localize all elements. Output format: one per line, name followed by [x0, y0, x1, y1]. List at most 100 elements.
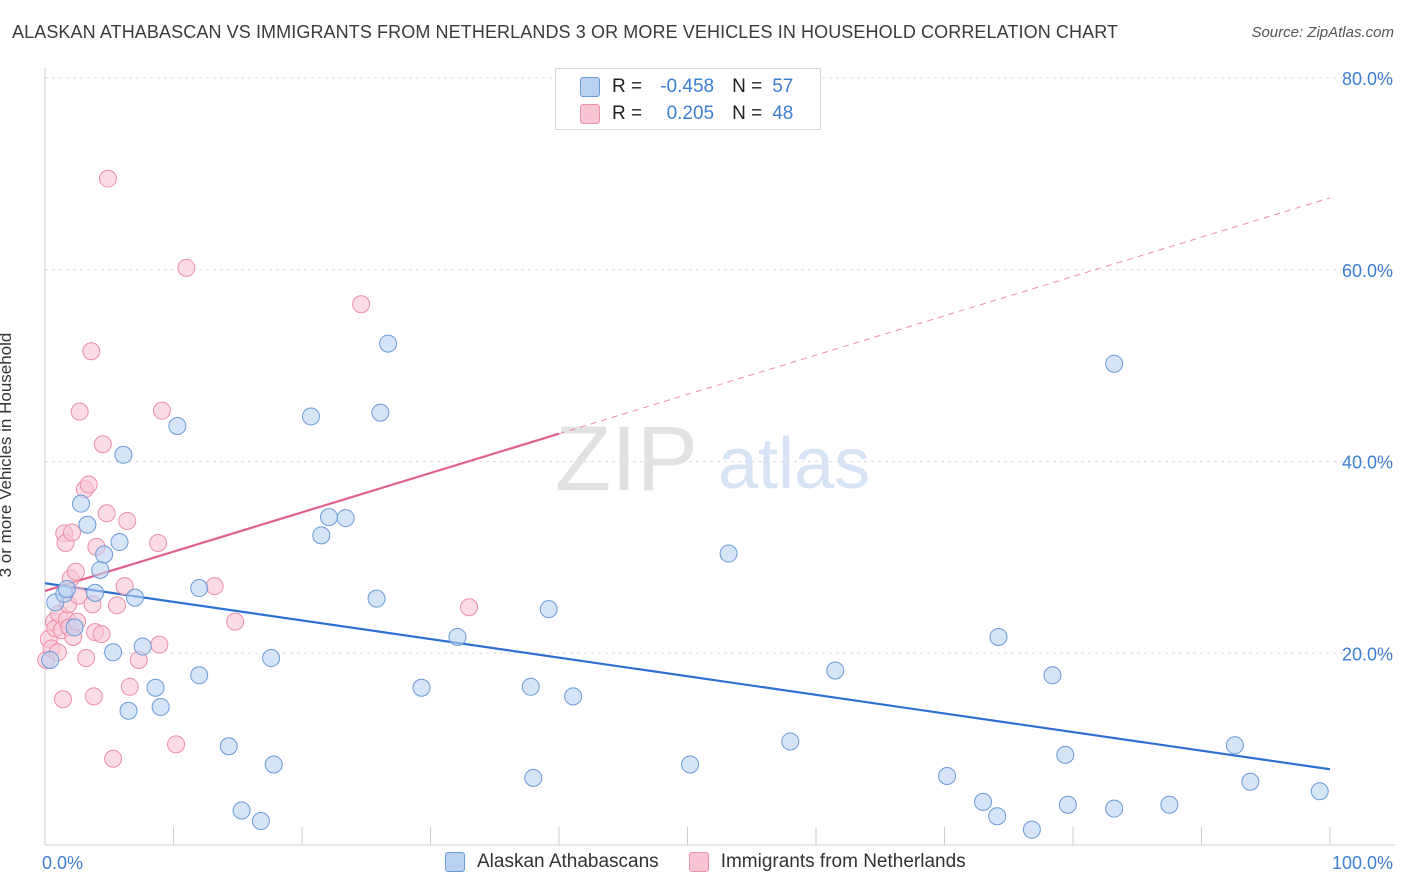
data-points [37, 169, 1329, 839]
netherlands-point [460, 598, 479, 617]
netherlands-point [92, 625, 111, 644]
athabascan-point [168, 417, 187, 436]
netherlands-point [226, 612, 245, 631]
athabascan-point [219, 737, 238, 756]
r-value: 0.205 [666, 103, 715, 124]
athabascan-point [938, 766, 957, 785]
athabascan-point [524, 768, 543, 787]
netherlands-trend-extension [558, 197, 1331, 435]
netherlands-point [118, 511, 137, 530]
netherlands-point [150, 635, 169, 654]
y-tick-label: 80.0% [1342, 69, 1393, 89]
n-label: N = [732, 103, 763, 124]
athabascan-point [190, 666, 209, 685]
athabascan-point [1058, 795, 1077, 814]
legend-row-athabascan: R = -0.458 N = 57 [580, 74, 793, 100]
x-tick-label: 100.0% [1332, 853, 1393, 873]
athabascan-point [974, 792, 993, 811]
y-axis-label-wrap: 3 or more Vehicles in Household [0, 333, 26, 578]
n-label: N = [732, 76, 763, 97]
legend-item-athabascans: Alaskan Athabascans [445, 851, 659, 873]
tick-labels: 20.0% 40.0% 60.0% 80.0% 0.0% 100.0% [42, 69, 1393, 873]
netherlands-point [77, 649, 96, 668]
athabascan-point [448, 627, 467, 646]
legend-item-netherlands: Immigrants from Netherlands [688, 851, 966, 873]
x-tick-label: 0.0% [42, 853, 83, 873]
watermark: ZIP atlas [555, 408, 870, 510]
netherlands-point [82, 342, 101, 361]
netherlands-point [98, 169, 117, 188]
r-label: R = [612, 76, 643, 97]
athabascan-point [564, 687, 583, 706]
athabascan-point [319, 508, 338, 527]
athabascan-point [1160, 795, 1179, 814]
athabascan-trend-line [44, 582, 1331, 771]
athabascan-point [151, 697, 170, 716]
athabascan-point [301, 407, 320, 426]
athabascan-point [1105, 799, 1124, 818]
netherlands-point [104, 749, 123, 768]
netherlands-point [152, 401, 171, 420]
athabascan-point [262, 649, 281, 668]
r-value: -0.458 [660, 76, 715, 97]
gridlines [45, 77, 1395, 654]
athabascan-point [114, 445, 133, 464]
athabascan-point [1105, 354, 1124, 373]
netherlands-point [66, 562, 85, 581]
athabascan-point [412, 678, 431, 697]
athabascan-point [190, 579, 209, 598]
athabascan-point [1043, 666, 1062, 685]
pink-swatch [580, 104, 600, 124]
netherlands-point [97, 504, 116, 523]
athabascan-point [719, 544, 738, 563]
athabascan-point [65, 618, 84, 637]
athabascan-point [232, 801, 251, 820]
athabascan-point [1225, 736, 1244, 755]
netherlands-point [115, 577, 134, 596]
athabascan-point [1241, 772, 1260, 791]
netherlands-point [107, 596, 126, 615]
y-axis-label: 3 or more Vehicles in Household [0, 332, 15, 578]
athabascan-point [110, 533, 129, 552]
athabascan-point [41, 650, 60, 669]
y-tick-label: 20.0% [1342, 644, 1393, 664]
athabascan-point [988, 807, 1007, 826]
athabascan-point [312, 526, 331, 545]
chart-title: ALASKAN ATHABASCAN VS IMMIGRANTS FROM NE… [12, 22, 1119, 42]
athabascan-point [681, 755, 700, 774]
n-value: 48 [772, 103, 794, 124]
athabascan-point [104, 643, 123, 662]
netherlands-point [70, 402, 89, 421]
axes [44, 68, 1395, 846]
athabascan-point [251, 812, 270, 831]
athabascan-point [95, 545, 114, 564]
athabascan-point [1022, 820, 1041, 839]
legend-label: Immigrants from Netherlands [720, 851, 966, 872]
athabascan-point [146, 678, 165, 697]
y-tick-label: 40.0% [1342, 453, 1393, 473]
pink-swatch [688, 852, 709, 872]
netherlands-point [79, 475, 98, 494]
netherlands-point [177, 258, 196, 277]
netherlands-point [93, 435, 112, 454]
athabascan-point [989, 627, 1008, 646]
netherlands-point [205, 577, 224, 596]
athabascan-point [521, 677, 540, 696]
athabascan-point [539, 600, 558, 619]
athabascan-point [371, 403, 390, 422]
series-legend: Alaskan Athabascans Immigrants from Neth… [445, 851, 996, 873]
athabascan-point [57, 580, 76, 599]
netherlands-point [149, 533, 168, 552]
athabascan-point [264, 755, 283, 774]
legend-label: Alaskan Athabascans [477, 851, 659, 872]
athabascan-point [133, 637, 152, 656]
athabascan-point [379, 334, 398, 353]
correlation-legend: R = -0.458 N = 57 R = 0.205 N = 48 [555, 68, 821, 130]
athabascan-point [1056, 745, 1075, 764]
athabascan-point [71, 494, 90, 513]
r-label: R = [612, 103, 643, 124]
athabascan-point [86, 583, 105, 602]
athabascan-point [119, 701, 138, 720]
netherlands-point [84, 687, 103, 706]
y-tick-label: 60.0% [1342, 261, 1393, 281]
